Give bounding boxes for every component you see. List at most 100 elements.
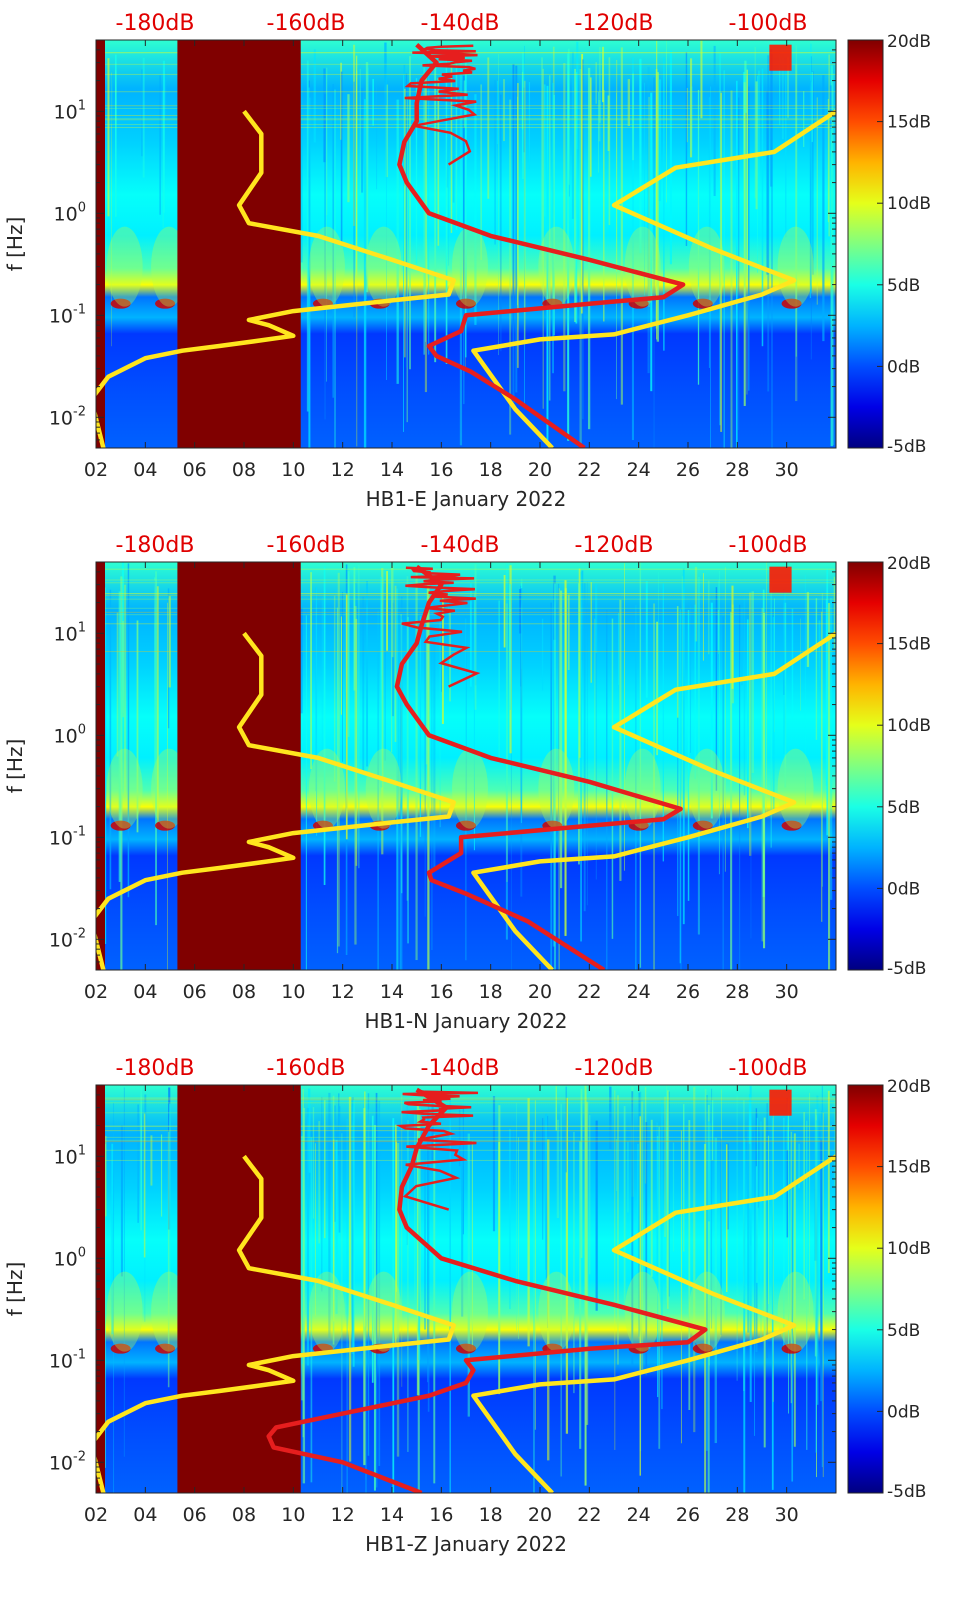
- top-db-label: -120dB: [575, 533, 654, 558]
- top-db-label: -180dB: [116, 11, 195, 36]
- x-axis-label: HB1-E January 2022: [366, 487, 567, 511]
- colorbar-label: 5dB: [887, 1321, 920, 1341]
- series-line-3-jitter: [404, 44, 478, 166]
- spectrogram-panel-2: 02 04 06 08 10 12 14 16 18 20 22 24 26 28 30 10-2 10-1 10…: [3, 533, 931, 1033]
- colorbar: [847, 39, 884, 449]
- x-tick-label: 30: [775, 1504, 799, 1526]
- x-tick-label: 24: [627, 1504, 651, 1526]
- y-tick-label: 10-1: [49, 302, 86, 327]
- x-tick-label: 28: [725, 981, 749, 1003]
- x-tick-label: 18: [479, 981, 503, 1003]
- x-tick-label: 28: [725, 1504, 749, 1526]
- x-tick-label: 06: [183, 1504, 207, 1526]
- x-tick-label: 30: [775, 459, 799, 481]
- top-db-label: -180dB: [116, 1056, 195, 1081]
- x-tick-label: 06: [183, 459, 207, 481]
- y-axis-label: f [Hz]: [3, 217, 27, 272]
- x-tick-label: 16: [429, 981, 453, 1003]
- colorbar-label: -5dB: [887, 1482, 926, 1502]
- x-tick-label: 26: [676, 459, 700, 481]
- x-tick-label: 18: [479, 1504, 503, 1526]
- x-tick-label: 06: [183, 981, 207, 1003]
- x-tick-label: 04: [133, 459, 157, 481]
- spectrogram-image: [96, 40, 836, 448]
- colorbar-label: -5dB: [887, 437, 926, 457]
- y-tick-label: 101: [54, 1143, 86, 1168]
- x-tick-label: 24: [627, 981, 651, 1003]
- colorbar-label: 15dB: [887, 635, 931, 655]
- y-tick-label: 100: [54, 1245, 86, 1270]
- y-tick-label: 101: [54, 98, 86, 123]
- x-tick-label: 26: [676, 1504, 700, 1526]
- top-db-label: -160dB: [267, 1056, 346, 1081]
- top-db-label: -160dB: [267, 11, 346, 36]
- colorbar: [847, 561, 884, 971]
- x-tick-label: 08: [232, 459, 256, 481]
- colorbar-label: 5dB: [887, 798, 920, 818]
- x-tick-label: 10: [281, 1504, 305, 1526]
- data-gap-block: [177, 1085, 301, 1493]
- data-gap-block: [177, 40, 301, 448]
- x-tick-label: 14: [380, 1504, 404, 1526]
- y-tick-label: 10-2: [49, 1449, 86, 1474]
- y-tick-label: 100: [54, 722, 86, 747]
- x-tick-label: 08: [232, 981, 256, 1003]
- edge-strip: [96, 562, 105, 970]
- top-db-label: -100dB: [729, 11, 808, 36]
- x-tick-label: 10: [281, 981, 305, 1003]
- edge-strip: [96, 40, 105, 448]
- series-line-2: [471, 1154, 836, 1493]
- x-tick-label: 30: [775, 981, 799, 1003]
- x-tick-label: 02: [84, 981, 108, 1003]
- x-tick-label: 28: [725, 459, 749, 481]
- y-tick-label: 10-2: [49, 926, 86, 951]
- series-line-2: [471, 631, 836, 970]
- spectrogram-image: [96, 1085, 836, 1493]
- x-tick-label: 20: [528, 1504, 552, 1526]
- x-tick-label: 22: [577, 1504, 601, 1526]
- colorbar-label: 20dB: [887, 1077, 931, 1097]
- x-tick-label: 04: [133, 981, 157, 1003]
- colorbar-label: 15dB: [887, 113, 931, 133]
- colorbar-label: 10dB: [887, 1239, 931, 1259]
- series-line-1: [96, 631, 456, 970]
- x-tick-label: 08: [232, 1504, 256, 1526]
- y-tick-label: 10-2: [49, 404, 86, 429]
- x-tick-label: 18: [479, 459, 503, 481]
- y-axis-label: f [Hz]: [3, 739, 27, 794]
- series-line-3: [397, 43, 686, 448]
- top-db-label: -140dB: [421, 533, 500, 558]
- spectrogram-panel-3: 02 04 06 08 10 12 14 16 18 20 22 24 26 28 30 10-2 10-1 10…: [3, 1056, 931, 1556]
- spectrogram-panel-1: 02 04 06 08 10 12 14 16 18 20 22 24 26 28 30 10-2 10-1 10…: [3, 11, 931, 511]
- top-db-label: -120dB: [575, 1056, 654, 1081]
- y-tick-label: 10-1: [49, 824, 86, 849]
- colorbar-label: 20dB: [887, 554, 931, 574]
- x-axis-label: HB1-Z January 2022: [365, 1532, 567, 1556]
- y-axis-label: f [Hz]: [3, 1262, 27, 1317]
- top-db-label: -140dB: [421, 1056, 500, 1081]
- x-tick-label: 04: [133, 1504, 157, 1526]
- series-line-1: [96, 109, 456, 448]
- x-tick-label: 10: [281, 459, 305, 481]
- series-line-2: [471, 109, 836, 448]
- colorbar-label: 20dB: [887, 32, 931, 52]
- y-tick-label: 100: [54, 200, 86, 225]
- x-tick-label: 22: [577, 459, 601, 481]
- x-tick-label: 02: [84, 1504, 108, 1526]
- data-gap-block: [177, 562, 301, 970]
- x-tick-label: 12: [331, 1504, 355, 1526]
- x-tick-label: 26: [676, 981, 700, 1003]
- colorbar-label: 10dB: [887, 194, 931, 214]
- top-db-label: -100dB: [729, 533, 808, 558]
- spectrogram-image: [96, 562, 836, 970]
- x-axis-label: HB1-N January 2022: [364, 1009, 567, 1033]
- x-tick-label: 12: [331, 981, 355, 1003]
- x-tick-label: 20: [528, 981, 552, 1003]
- x-tick-label: 16: [429, 459, 453, 481]
- x-tick-label: 22: [577, 981, 601, 1003]
- y-tick-label: 101: [54, 620, 86, 645]
- colorbar-label: -5dB: [887, 959, 926, 979]
- top-db-label: -160dB: [267, 533, 346, 558]
- series-line-3: [394, 564, 683, 970]
- series-line-3-jitter: [401, 566, 481, 688]
